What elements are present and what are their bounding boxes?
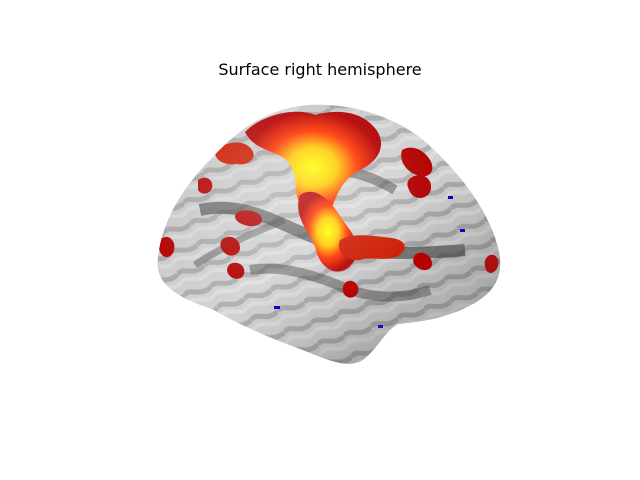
cortical-surface [157,104,501,364]
figure-title: Surface right hemisphere [218,60,422,79]
